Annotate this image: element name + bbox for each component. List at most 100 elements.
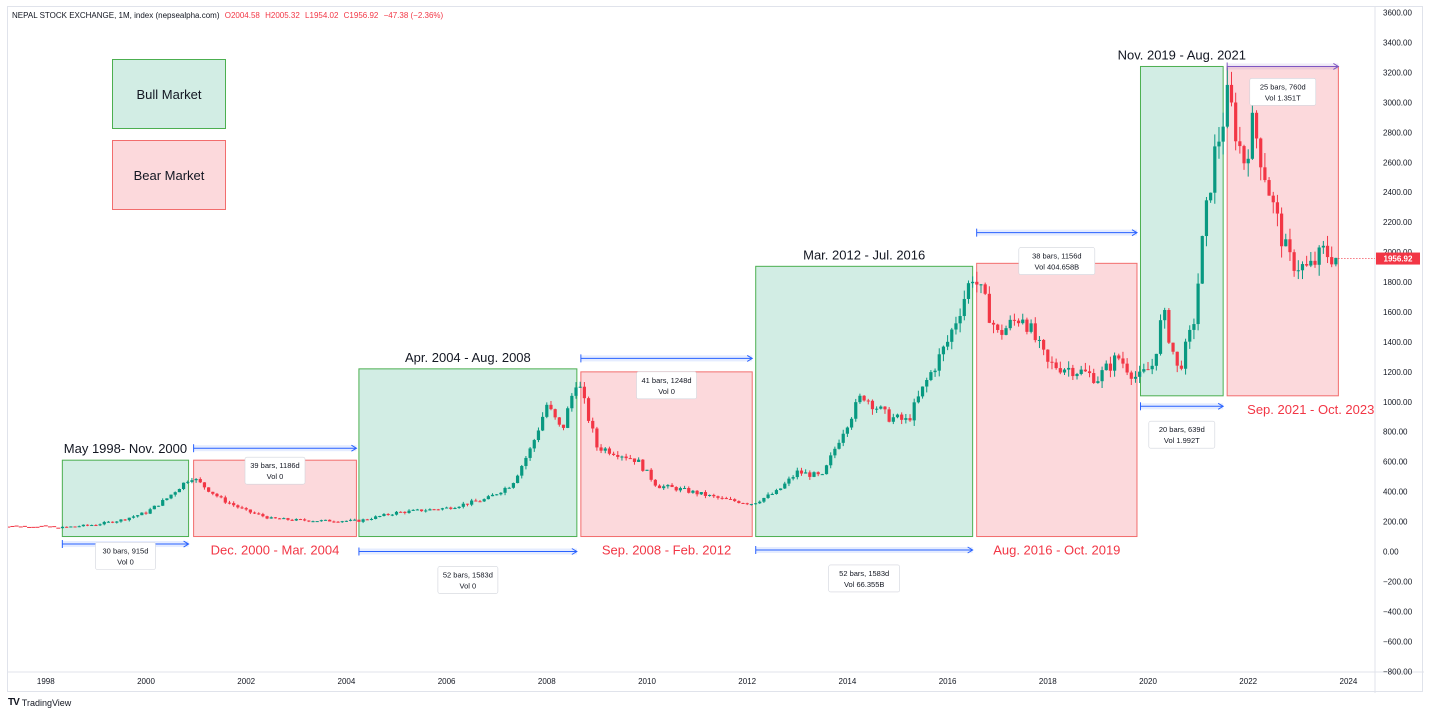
candle-body xyxy=(1209,192,1213,201)
candle-body xyxy=(996,324,1000,330)
y-tick-label: 1000.00 xyxy=(1383,398,1412,407)
candle-body xyxy=(753,503,758,505)
ohlc-close: C1956.92 xyxy=(343,11,379,20)
candle-body xyxy=(1254,112,1259,139)
candle-body xyxy=(586,398,591,421)
legend-bull-market: Bull Market xyxy=(112,59,226,129)
candle-body xyxy=(641,459,645,471)
candle-body xyxy=(854,402,858,419)
candle-body xyxy=(645,469,649,471)
candle-body xyxy=(1129,372,1133,379)
candle-body xyxy=(328,519,332,522)
candle-body xyxy=(181,482,186,490)
candle-body xyxy=(574,387,578,396)
candle-body xyxy=(1058,368,1062,373)
candle-body xyxy=(102,521,106,525)
candle-body xyxy=(987,293,991,323)
candle-body xyxy=(904,418,908,420)
candle-body xyxy=(98,524,102,526)
candle-body xyxy=(1021,319,1025,324)
y-tick-label: 3200.00 xyxy=(1383,68,1412,77)
candle-body xyxy=(1154,353,1158,366)
candle-body xyxy=(837,442,841,449)
date-range-volume: Vol 1.351T xyxy=(1265,93,1301,102)
ohlc-high: H2005.32 xyxy=(265,11,300,20)
candle-body xyxy=(136,515,140,517)
x-tick-label: 2006 xyxy=(438,677,456,686)
footer-brand[interactable]: TV TradingView xyxy=(8,697,71,708)
candle-body xyxy=(382,513,386,516)
candle-body xyxy=(678,488,682,491)
candle-body xyxy=(1004,328,1008,335)
candle-body xyxy=(1042,339,1046,350)
candle-body xyxy=(399,511,403,513)
y-tick-label: 2400.00 xyxy=(1383,188,1412,197)
x-tick-label: 2016 xyxy=(939,677,957,686)
candle-body xyxy=(833,448,837,456)
candle-body xyxy=(428,509,432,511)
candle-body xyxy=(687,488,691,493)
candle-body xyxy=(733,499,737,502)
date-range-info-box xyxy=(828,564,900,593)
candle-body xyxy=(1217,141,1221,147)
candle-body xyxy=(1296,270,1300,272)
candle-body xyxy=(612,453,616,455)
date-range-bars: 39 bars, 1186d xyxy=(250,461,299,470)
date-range-volume: Vol 1.992T xyxy=(1164,436,1200,445)
candle-body xyxy=(570,395,574,409)
candle-body xyxy=(503,487,507,493)
candle-body xyxy=(470,500,474,505)
candle-body xyxy=(566,408,570,428)
chart-frame[interactable]: 3600.00 3400.00 3200.00 3000.00 2800.00 2600.… xyxy=(7,6,1424,693)
date-range-info-box xyxy=(437,566,499,594)
symbol-name[interactable]: NEPAL STOCK EXCHANGE, 1M, index (nepseal… xyxy=(12,11,220,20)
y-tick-label: −200.00 xyxy=(1383,577,1413,586)
date-range-info-box xyxy=(1249,78,1317,106)
candle-body xyxy=(1092,373,1096,383)
candle-body xyxy=(1317,247,1321,265)
candle-body xyxy=(520,466,524,476)
candle-body xyxy=(758,501,762,504)
candle-body xyxy=(1133,376,1138,379)
candle-body xyxy=(524,457,528,467)
candle-body xyxy=(424,510,428,512)
candle-body xyxy=(1284,239,1288,247)
candle-body xyxy=(123,519,127,521)
candle-body xyxy=(261,514,265,517)
candle-body xyxy=(912,402,916,421)
candle-body xyxy=(1121,358,1125,364)
candle-body xyxy=(1204,200,1209,237)
candle-body xyxy=(1012,319,1016,321)
x-tick-label: 2000 xyxy=(137,677,155,686)
legend-bull-label: Bull Market xyxy=(136,86,202,102)
candle-body xyxy=(111,521,115,523)
candle-body xyxy=(887,409,891,422)
date-range-info-box xyxy=(1018,247,1096,275)
candle-body xyxy=(933,370,937,373)
candle-body xyxy=(348,519,353,521)
candle-body xyxy=(1087,371,1092,374)
candle-body xyxy=(628,458,632,460)
candle-body xyxy=(215,493,219,497)
candle-body xyxy=(1183,341,1188,369)
candle-body xyxy=(862,395,866,401)
candle-body xyxy=(465,503,470,505)
price-chart[interactable]: 3600.00 3400.00 3200.00 3000.00 2800.00 2600.… xyxy=(8,7,1424,693)
candle-body xyxy=(411,509,415,511)
candle-body xyxy=(1104,363,1108,371)
ohlc-low: L1954.02 xyxy=(305,11,339,20)
candle-body xyxy=(607,448,612,454)
candle-body xyxy=(1188,329,1192,342)
candle-body xyxy=(937,354,941,371)
candle-body xyxy=(916,396,920,403)
candle-body xyxy=(1246,158,1250,164)
x-tick-label: 2004 xyxy=(338,677,356,686)
candle-body xyxy=(190,480,194,482)
candle-body xyxy=(632,458,637,462)
candle-body xyxy=(804,472,808,474)
candle-body xyxy=(699,492,703,495)
candle-body xyxy=(971,281,975,284)
y-tick-label: 1200.00 xyxy=(1383,368,1412,377)
candle-body xyxy=(895,414,900,418)
candle-body xyxy=(445,507,449,509)
